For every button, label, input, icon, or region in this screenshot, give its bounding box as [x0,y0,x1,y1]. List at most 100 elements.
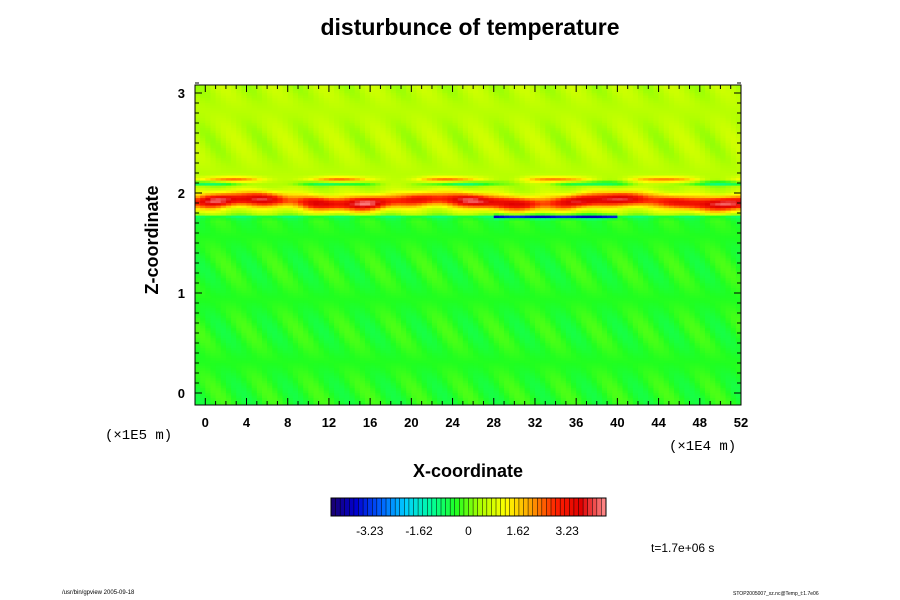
heatmap-cell [298,342,304,346]
heatmap-cell [210,285,217,289]
heatmap-cell [220,375,227,379]
heatmap-cell [540,397,546,401]
heatmap-cell [272,345,279,349]
heatmap-cell [643,375,649,379]
heatmap-cell [571,377,577,381]
heatmap-cell [354,292,361,296]
heatmap-cell [622,320,629,324]
heatmap-cell [452,375,459,379]
heatmap-cell [328,330,335,334]
heatmap-cell [370,335,376,339]
heatmap-cell [545,305,552,309]
heatmap-cell [308,347,315,351]
heatmap-cell [514,297,521,301]
heatmap-cell [498,325,505,329]
heatmap-cell [328,372,335,376]
heatmap-cell [205,307,212,311]
heatmap-cell [514,327,521,331]
heatmap-cell [648,305,655,309]
heatmap-cell [622,367,629,371]
heatmap-cell [560,360,567,364]
heatmap-cell [349,327,356,331]
heatmap-cell [344,397,351,401]
heatmap-cell [457,305,464,309]
heatmap-cell [555,290,562,294]
heatmap-cell [200,360,206,364]
heatmap-cell [359,397,366,401]
heatmap-cell [519,345,526,349]
heatmap-cell [591,315,598,319]
heatmap-cell [421,342,428,346]
heatmap-cell [364,352,371,356]
heatmap-cell [493,352,500,356]
heatmap-cell [457,320,464,324]
heatmap-cell [622,312,629,316]
heatmap-cell [653,392,660,396]
heatmap-cell [318,307,325,311]
heatmap-cell [251,310,258,314]
heatmap-cell [529,317,536,321]
heatmap-cell [555,367,562,371]
heatmap-cell [545,332,552,336]
heatmap-cell [735,315,741,319]
heatmap-cell [483,300,490,304]
heatmap-cell [509,400,515,404]
heatmap-cell [607,392,613,396]
heatmap-cell [354,352,361,356]
heatmap-cell [267,355,273,359]
heatmap-cell [349,287,356,291]
heatmap-cell [637,350,644,354]
heatmap-cell [195,340,201,344]
heatmap-cell [431,372,438,376]
heatmap-cell [648,295,655,299]
heatmap-cell [344,340,351,344]
heatmap-cell [236,387,242,391]
heatmap-cell [704,292,711,296]
heatmap-cell [648,367,655,371]
heatmap-cell [411,302,418,306]
heatmap-cell [607,335,613,339]
heatmap-cell [571,347,577,351]
heatmap-cell [612,372,618,376]
heatmap-cell [421,347,428,351]
heatmap-cell [648,360,655,364]
heatmap-cell [411,332,418,336]
heatmap-cell [674,372,680,376]
heatmap-cell [359,315,366,319]
heatmap-cell [370,372,376,376]
heatmap-cell [401,332,407,336]
heatmap-cell [370,367,376,371]
heatmap-cell [452,347,459,351]
heatmap-cell [364,302,371,306]
heatmap-cell [411,355,418,359]
heatmap-cell [658,307,665,311]
heatmap-cell [689,387,696,391]
heatmap-cell [468,330,474,334]
heatmap-cell [282,287,289,291]
heatmap-cell [416,325,423,329]
heatmap-cell [261,317,268,321]
heatmap-cell [236,375,242,379]
heatmap-cell [390,370,397,374]
heatmap-cell [498,395,505,399]
heatmap-cell [421,327,428,331]
heatmap-cell [550,307,557,311]
heatmap-cell [725,380,732,384]
heatmap-cell [323,352,330,356]
heatmap-cell [220,310,227,314]
heatmap-cell [473,377,479,381]
heatmap-cell [292,355,299,359]
heatmap-cell [241,297,248,301]
heatmap-cell [452,307,459,311]
heatmap-cell [354,337,361,341]
heatmap-cell [725,347,732,351]
heatmap-cell [380,337,387,341]
heatmap-cell [473,320,479,324]
heatmap-cell [488,355,495,359]
heatmap-cell [339,312,345,316]
heatmap-cell [241,390,248,394]
heatmap-cell [200,377,206,381]
heatmap-cell [550,292,557,296]
heatmap-cell [344,387,351,391]
heatmap-cell [370,387,376,391]
